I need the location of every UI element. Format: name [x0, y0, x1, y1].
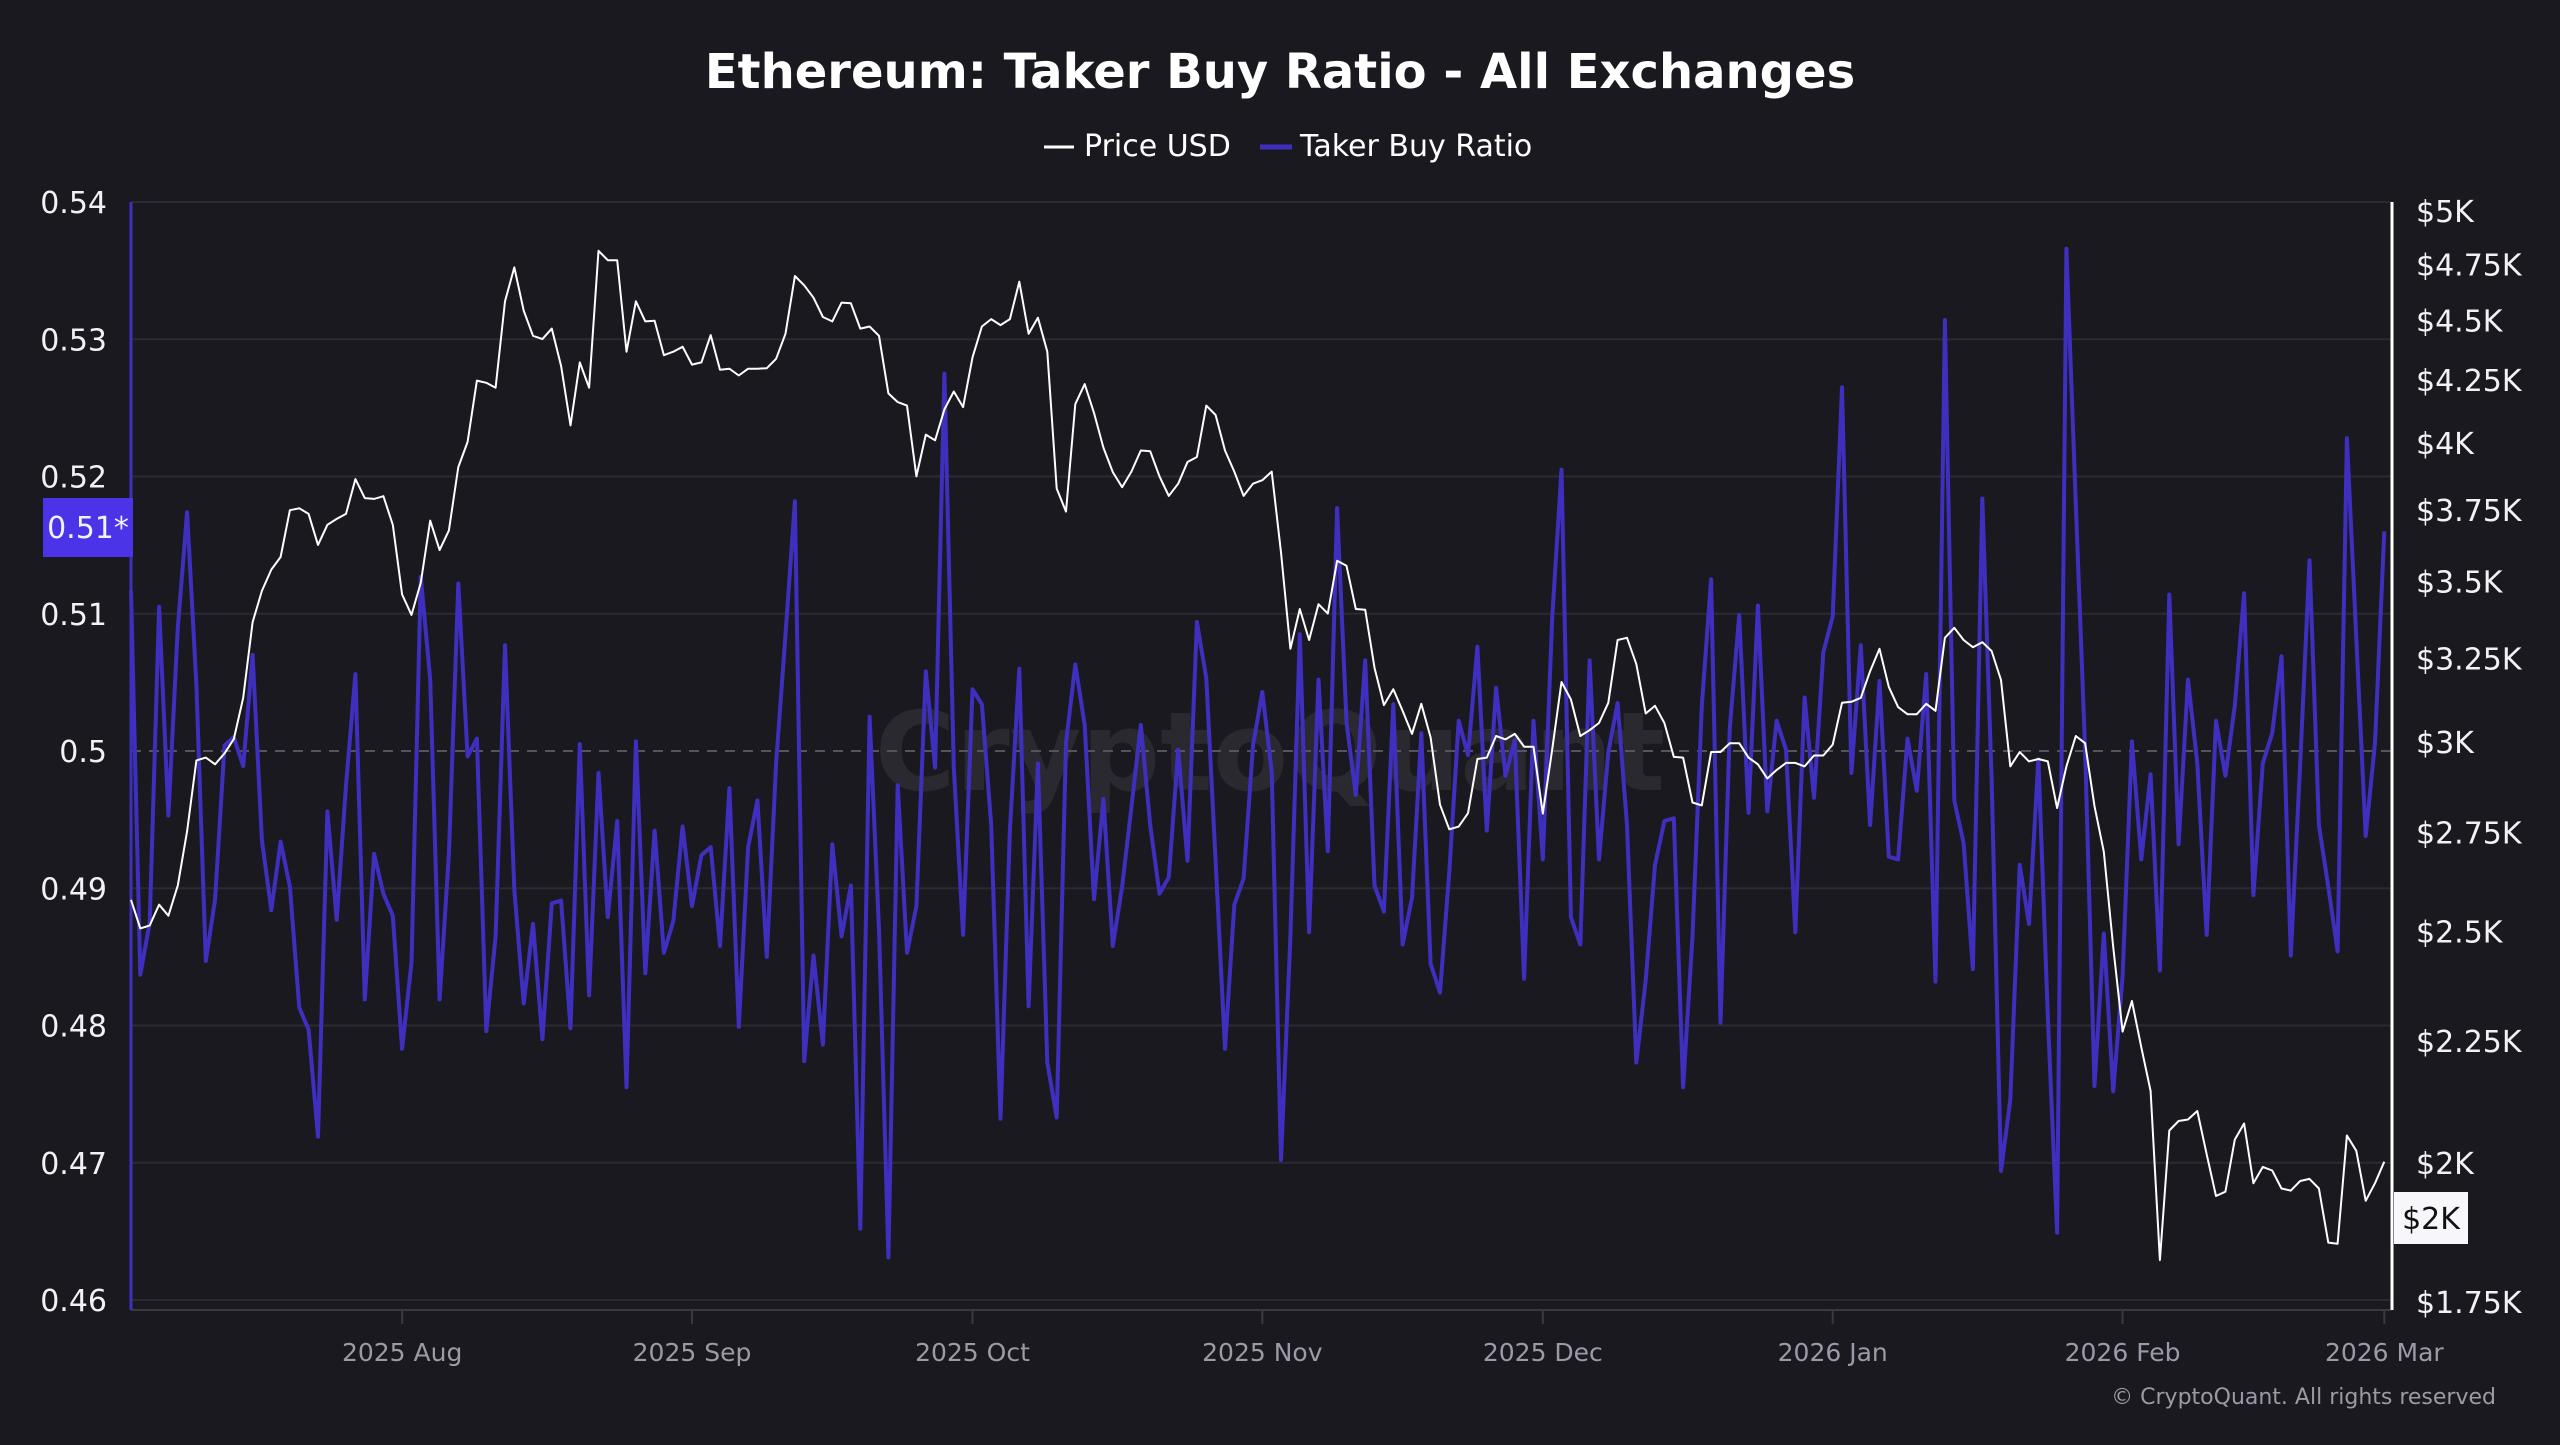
right-tick-label: $4.5K — [2416, 304, 2504, 339]
right-tick-label: $4.75K — [2416, 248, 2523, 283]
legend-item-price[interactable]: Price USD — [1044, 129, 1231, 164]
left-tick-label: 0.5 — [59, 735, 107, 770]
right-tick-label: $1.75K — [2416, 1286, 2523, 1321]
right-tick-label: $5K — [2416, 195, 2475, 230]
left-tick-label: 0.52 — [40, 461, 107, 496]
x-tick-label: 2025 Sep — [633, 1338, 752, 1367]
x-tick-label: 2026 Jan — [1778, 1338, 1888, 1367]
left-current-label: 0.51* — [47, 511, 129, 546]
right-tick-label: $3.25K — [2416, 643, 2523, 678]
legend-item-taker[interactable]: Taker Buy Ratio — [1260, 129, 1532, 164]
x-tick-label: 2025 Dec — [1483, 1338, 1603, 1367]
left-tick-label: 0.47 — [40, 1147, 107, 1182]
right-tick-label: $2.5K — [2416, 915, 2504, 950]
right-current-label: $2K — [2402, 1202, 2461, 1237]
left-tick-label: 0.51 — [40, 598, 107, 633]
right-tick-label: $2K — [2416, 1147, 2475, 1182]
series-line-taker-buy-ratio — [129, 246, 2387, 1260]
left-tick-label: 0.48 — [40, 1010, 107, 1045]
left-tick-label: 0.54 — [40, 186, 107, 221]
legend: Price USD Taker Buy Ratio — [1044, 129, 1532, 164]
x-tick-label: 2025 Oct — [915, 1338, 1030, 1367]
right-current-marker: $2K — [2394, 1192, 2468, 1244]
right-tick-label: $4.25K — [2416, 364, 2523, 399]
left-tick-label: 0.46 — [40, 1284, 107, 1319]
right-tick-label: $2.25K — [2416, 1025, 2523, 1060]
right-tick-label: $3K — [2416, 726, 2475, 761]
right-tick-label: $3.75K — [2416, 494, 2523, 529]
x-axis: 2025 Aug 2025 Sep 2025 Oct 2025 Nov 2025 Dec… — [131, 1309, 2444, 1367]
x-tick-label: 2026 Mar — [2325, 1338, 2444, 1367]
right-tick-label: $3.5K — [2416, 566, 2504, 601]
right-tick-label: $4K — [2416, 427, 2475, 462]
legend-label-taker: Taker Buy Ratio — [1299, 129, 1532, 164]
right-axis: $5K $4.75K $4.5K $4.25K $4K $3.75K $3.5K $3.25K… — [2390, 195, 2523, 1321]
chart-title: Ethereum: Taker Buy Ratio - All Exchange… — [705, 44, 1855, 100]
right-current-badge — [2394, 1192, 2468, 1244]
x-tick-label: 2025 Nov — [1202, 1338, 1323, 1367]
series-layer — [129, 246, 2387, 1262]
right-tick-label: $2.75K — [2416, 816, 2523, 851]
left-tick-label: 0.49 — [40, 872, 107, 907]
left-current-badge — [43, 498, 133, 557]
left-axis: 0.54 0.53 0.52 0.51 0.5 0.49 0.48 0.47 0.46 — [40, 186, 133, 1319]
series-line-price-usd — [130, 249, 2386, 1262]
legend-label-price: Price USD — [1084, 129, 1231, 164]
x-tick-label: 2026 Feb — [2065, 1338, 2181, 1367]
left-current-marker: 0.51* — [43, 498, 133, 557]
x-tick-label: 2025 Aug — [342, 1338, 462, 1367]
left-tick-label: 0.53 — [40, 323, 107, 358]
grid — [131, 201, 2391, 1301]
copyright-footer: © CryptoQuant. All rights reserved — [2111, 1385, 2496, 1410]
